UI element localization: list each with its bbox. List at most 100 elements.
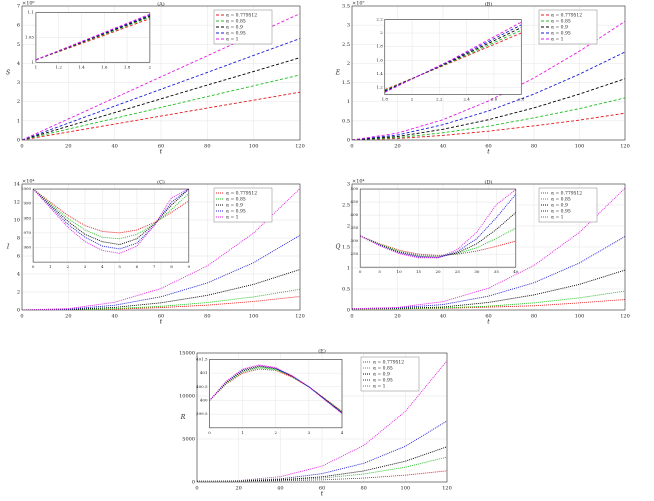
y-tick-label: 1 bbox=[17, 118, 20, 124]
x-tick-label: 2.4 bbox=[463, 96, 470, 101]
series-line bbox=[209, 364, 342, 414]
series-line bbox=[384, 21, 522, 93]
y-tick-label: 0 bbox=[17, 308, 20, 314]
legend-label: α = 0.95 bbox=[373, 378, 393, 384]
x-tick-label: 120 bbox=[620, 144, 630, 150]
series-line bbox=[33, 189, 189, 250]
series-group bbox=[209, 364, 342, 414]
y-axis-label: I bbox=[6, 244, 10, 251]
x-tick-label: 3 bbox=[308, 430, 311, 435]
x-tick-label: 80 bbox=[531, 314, 537, 320]
x-tick-label: 2 bbox=[149, 64, 152, 69]
y-tick-label: 1 bbox=[31, 59, 34, 64]
y-tick-label: 450 bbox=[351, 199, 359, 204]
legend-label: α = 0.779512 bbox=[226, 191, 257, 197]
x-tick-label: 100 bbox=[401, 486, 411, 492]
legend-label: α = 0.95 bbox=[551, 31, 571, 37]
x-tick-label: 120 bbox=[295, 144, 305, 150]
x-tick-label: 1 bbox=[49, 264, 52, 269]
legend-label: α = 0.95 bbox=[226, 209, 246, 215]
x-tick-label: 5 bbox=[118, 264, 121, 269]
x-tick-label: 20 bbox=[65, 314, 71, 320]
y-tick-label: 400 bbox=[351, 212, 359, 217]
y-tick-label: 1000 bbox=[21, 186, 32, 191]
series-line bbox=[33, 189, 189, 246]
y-tick-label: 6 bbox=[17, 254, 20, 260]
x-tick-label: 40 bbox=[111, 314, 117, 320]
series-group bbox=[35, 13, 150, 61]
x-tick-label: 20 bbox=[435, 269, 441, 274]
series-line bbox=[352, 269, 625, 310]
x-tick-label: 2.2 bbox=[436, 96, 443, 101]
x-tick-label: 1.2 bbox=[56, 64, 63, 69]
x-axis-label: t bbox=[487, 149, 490, 156]
legend-label: α = 0.9 bbox=[551, 25, 568, 31]
y-tick-label: 2 bbox=[380, 30, 383, 35]
x-tick-label: 60 bbox=[158, 144, 164, 150]
y-tick-label: 8 bbox=[17, 236, 20, 242]
legend-label: α = 0.9 bbox=[226, 25, 243, 31]
x-tick-label: 100 bbox=[575, 144, 585, 150]
x-tick-label: 0 bbox=[208, 430, 211, 435]
y-tick-label: 6 bbox=[17, 23, 20, 29]
legend-label: α = 1 bbox=[551, 37, 564, 43]
series-line bbox=[360, 189, 516, 259]
x-tick-label: 20 bbox=[65, 144, 71, 150]
y-tick-label: 990 bbox=[23, 201, 31, 206]
y-tick-label: 10 bbox=[14, 218, 20, 224]
series-line bbox=[352, 97, 625, 140]
series-line bbox=[35, 13, 150, 61]
x-tick-label: 60 bbox=[485, 144, 491, 150]
x-tick-label: 4 bbox=[101, 264, 104, 269]
chart-title: (A) bbox=[157, 1, 165, 8]
y-tick-label: 5 bbox=[17, 42, 20, 48]
x-tick-label: 30 bbox=[474, 269, 480, 274]
y-tick-label: 401 bbox=[200, 370, 208, 375]
x-tick-label: 40 bbox=[513, 269, 519, 274]
x-tick-label: 1.4 bbox=[78, 64, 85, 69]
y-tick-label: 1.5 bbox=[342, 80, 350, 86]
y-axis-label: Q bbox=[336, 244, 341, 251]
y-tick-label: 0.5 bbox=[342, 287, 350, 293]
y-tick-label: 0.5 bbox=[342, 118, 350, 124]
y-tick-label: 970 bbox=[23, 230, 31, 235]
series-group bbox=[22, 13, 300, 140]
y-tick-label: 500 bbox=[351, 186, 359, 191]
series-line bbox=[22, 57, 300, 140]
chart-title: (E) bbox=[318, 348, 326, 355]
x-tick-label: 4 bbox=[341, 430, 344, 435]
chart-title: (C) bbox=[157, 179, 165, 186]
y-tick-label: 250 bbox=[351, 251, 359, 256]
legend-label: α = 0.85 bbox=[373, 366, 393, 372]
axes-frame bbox=[351, 183, 626, 311]
legend-label: α = 0.85 bbox=[226, 197, 246, 203]
y-tick-label: 3 bbox=[347, 23, 350, 29]
series-line bbox=[360, 193, 516, 259]
series-group bbox=[352, 187, 625, 310]
series-group bbox=[352, 20, 625, 140]
legend-box bbox=[538, 187, 598, 223]
y-tick-label: 15000 bbox=[179, 351, 195, 357]
y-tick-label: 0 bbox=[347, 138, 350, 144]
y-axis-label: E bbox=[335, 70, 341, 77]
x-tick-label: 15 bbox=[416, 269, 422, 274]
y-exponent: ×10⁶ bbox=[22, 1, 35, 7]
y-tick-label: 14 bbox=[14, 182, 20, 188]
x-tick-label: 2.8 bbox=[518, 96, 525, 101]
axes-frame bbox=[21, 183, 301, 311]
x-tick-label: 20 bbox=[394, 314, 400, 320]
y-tick-label: 960 bbox=[23, 245, 31, 250]
y-tick-label: 350 bbox=[351, 225, 359, 230]
y-tick-label: 1.2 bbox=[376, 85, 383, 90]
series-line bbox=[352, 112, 625, 140]
x-tick-label: 100 bbox=[575, 314, 585, 320]
chart-title: (D) bbox=[485, 179, 493, 186]
y-tick-label: 12 bbox=[14, 200, 20, 206]
series-group bbox=[360, 189, 516, 259]
legend-label: α = 1 bbox=[373, 384, 386, 390]
x-tick-label: 40 bbox=[440, 314, 446, 320]
x-tick-label: 80 bbox=[204, 314, 210, 320]
series-line bbox=[197, 470, 447, 482]
series-line bbox=[22, 234, 300, 310]
